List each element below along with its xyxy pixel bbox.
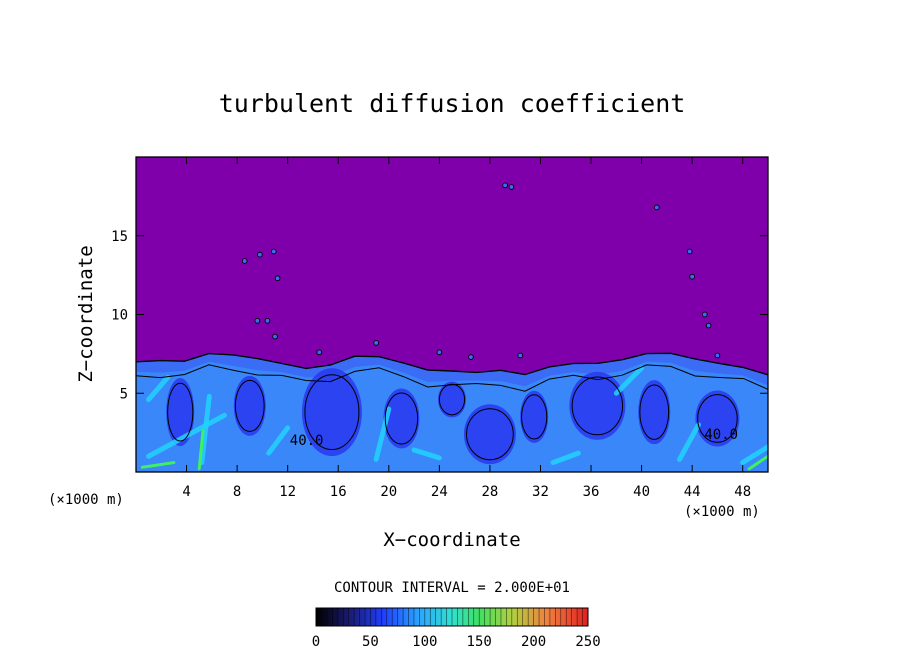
turbulence-speck xyxy=(264,317,271,324)
contour-line xyxy=(571,376,624,436)
colorbar-levels xyxy=(315,608,589,626)
turbulence-speck xyxy=(272,333,278,340)
contour-top-boundary xyxy=(136,352,768,376)
cyan-streak xyxy=(740,444,768,466)
x-unit-label-right: (×1000 m) xyxy=(684,504,760,520)
x-tick-label: 40 xyxy=(633,484,650,500)
turbulence-speck xyxy=(502,182,508,189)
contour-label: 40.0 xyxy=(290,433,324,449)
x-tick-label: 8 xyxy=(233,484,241,500)
turbulence-speck xyxy=(689,273,696,280)
turbulent-layer xyxy=(136,353,768,472)
eddy-blob xyxy=(438,381,466,418)
contour-line xyxy=(438,383,466,416)
turbulence-speck xyxy=(517,352,524,359)
turbulence-speck xyxy=(653,204,660,211)
turbulence-speck xyxy=(254,317,261,324)
cyan-streak xyxy=(550,450,581,466)
contour-line xyxy=(639,384,670,440)
eddy-blob xyxy=(166,378,195,447)
eddy-blob xyxy=(569,371,626,440)
x-tick-label: 20 xyxy=(380,484,397,500)
turbulence-speck xyxy=(701,311,708,318)
turbulence-speck xyxy=(241,258,248,264)
x-tick-label: 16 xyxy=(330,484,347,500)
colorbar-tick-label: 250 xyxy=(575,634,600,650)
turbulence-speck xyxy=(686,248,693,255)
x-tick-label: 32 xyxy=(532,484,549,500)
contour-line xyxy=(304,374,360,451)
colorbar: 0 50 100 150 200 250 xyxy=(312,607,601,650)
x-tick-label: 28 xyxy=(481,484,498,500)
green-streak xyxy=(747,454,768,471)
eddy-blob xyxy=(463,404,516,465)
turbulence-speck xyxy=(714,352,721,359)
colorbar-frame xyxy=(315,607,589,627)
eddy-blob xyxy=(638,380,671,445)
x-tick-label: 12 xyxy=(279,484,296,500)
x-tick-label: 36 xyxy=(583,484,600,500)
y-tick-label: 5 xyxy=(120,386,128,402)
cyan-streak xyxy=(373,406,392,462)
contour-line xyxy=(167,382,194,442)
contour-line xyxy=(234,379,265,432)
contour-line xyxy=(466,408,514,461)
y-axis: 5 10 15 xyxy=(111,229,768,402)
contour-line xyxy=(697,394,738,443)
x-tick-label: 48 xyxy=(734,484,751,500)
turbulence-speck xyxy=(373,340,380,346)
contour-interval-text: CONTOUR INTERVAL = 2.000E+01 xyxy=(334,580,570,596)
colorbar-tick-label: 150 xyxy=(467,634,492,650)
colorbar-tick-label: 0 xyxy=(312,634,320,650)
y-axis-title: Z−coordinate xyxy=(75,245,97,382)
colorbar-tick-label: 50 xyxy=(362,634,379,650)
turbulence-speck xyxy=(270,248,277,255)
upper-specks xyxy=(241,182,721,360)
eddy-blob xyxy=(233,375,266,436)
colorbar-ticks: 0 50 100 150 200 250 xyxy=(312,634,601,650)
contour-label: 40.0 xyxy=(704,427,738,443)
turbulence-speck xyxy=(436,349,443,356)
cyan-streak xyxy=(677,422,701,462)
contour-line xyxy=(521,394,548,440)
x-axis-title: X−coordinate xyxy=(383,529,520,551)
turbulence-speck xyxy=(257,251,263,258)
turbulence-speck xyxy=(316,349,323,356)
x-tick-label: 44 xyxy=(684,484,701,500)
eddy-blob xyxy=(301,368,362,457)
turbulence-speck xyxy=(468,354,474,360)
contour-lines xyxy=(136,352,768,461)
cyan-streak xyxy=(199,393,212,466)
x-axis: 4 8 12 16 20 24 28 32 36 40 44 48 xyxy=(182,157,751,500)
x-tick-label: 4 xyxy=(182,484,190,500)
turbulence-speck xyxy=(274,275,281,282)
y-tick-label: 15 xyxy=(111,229,128,245)
cyan-streak xyxy=(613,365,645,396)
x-tick-label: 24 xyxy=(431,484,448,500)
eddy-blob xyxy=(520,390,549,443)
colorbar-tick-label: 100 xyxy=(412,634,437,650)
eddy-blob xyxy=(383,388,420,449)
turbulence-speck xyxy=(508,184,515,190)
chart-title: turbulent diffusion coefficient xyxy=(219,89,686,118)
green-streak xyxy=(140,461,176,469)
x-unit-label-left: (×1000 m) xyxy=(48,492,124,508)
cyan-streak xyxy=(266,425,291,456)
turbulence-speck xyxy=(705,322,712,329)
green-streak xyxy=(197,429,205,471)
contour-labels: 40.0 40.0 xyxy=(290,427,738,449)
y-tick-label: 10 xyxy=(111,308,128,324)
plot-area xyxy=(136,157,768,472)
eddy-blob xyxy=(695,390,740,447)
cyan-streak xyxy=(411,447,442,461)
colorbar-tick-label: 200 xyxy=(521,634,546,650)
contour-line xyxy=(384,392,419,445)
cyan-streak xyxy=(146,375,171,403)
cyan-streak xyxy=(146,412,227,459)
